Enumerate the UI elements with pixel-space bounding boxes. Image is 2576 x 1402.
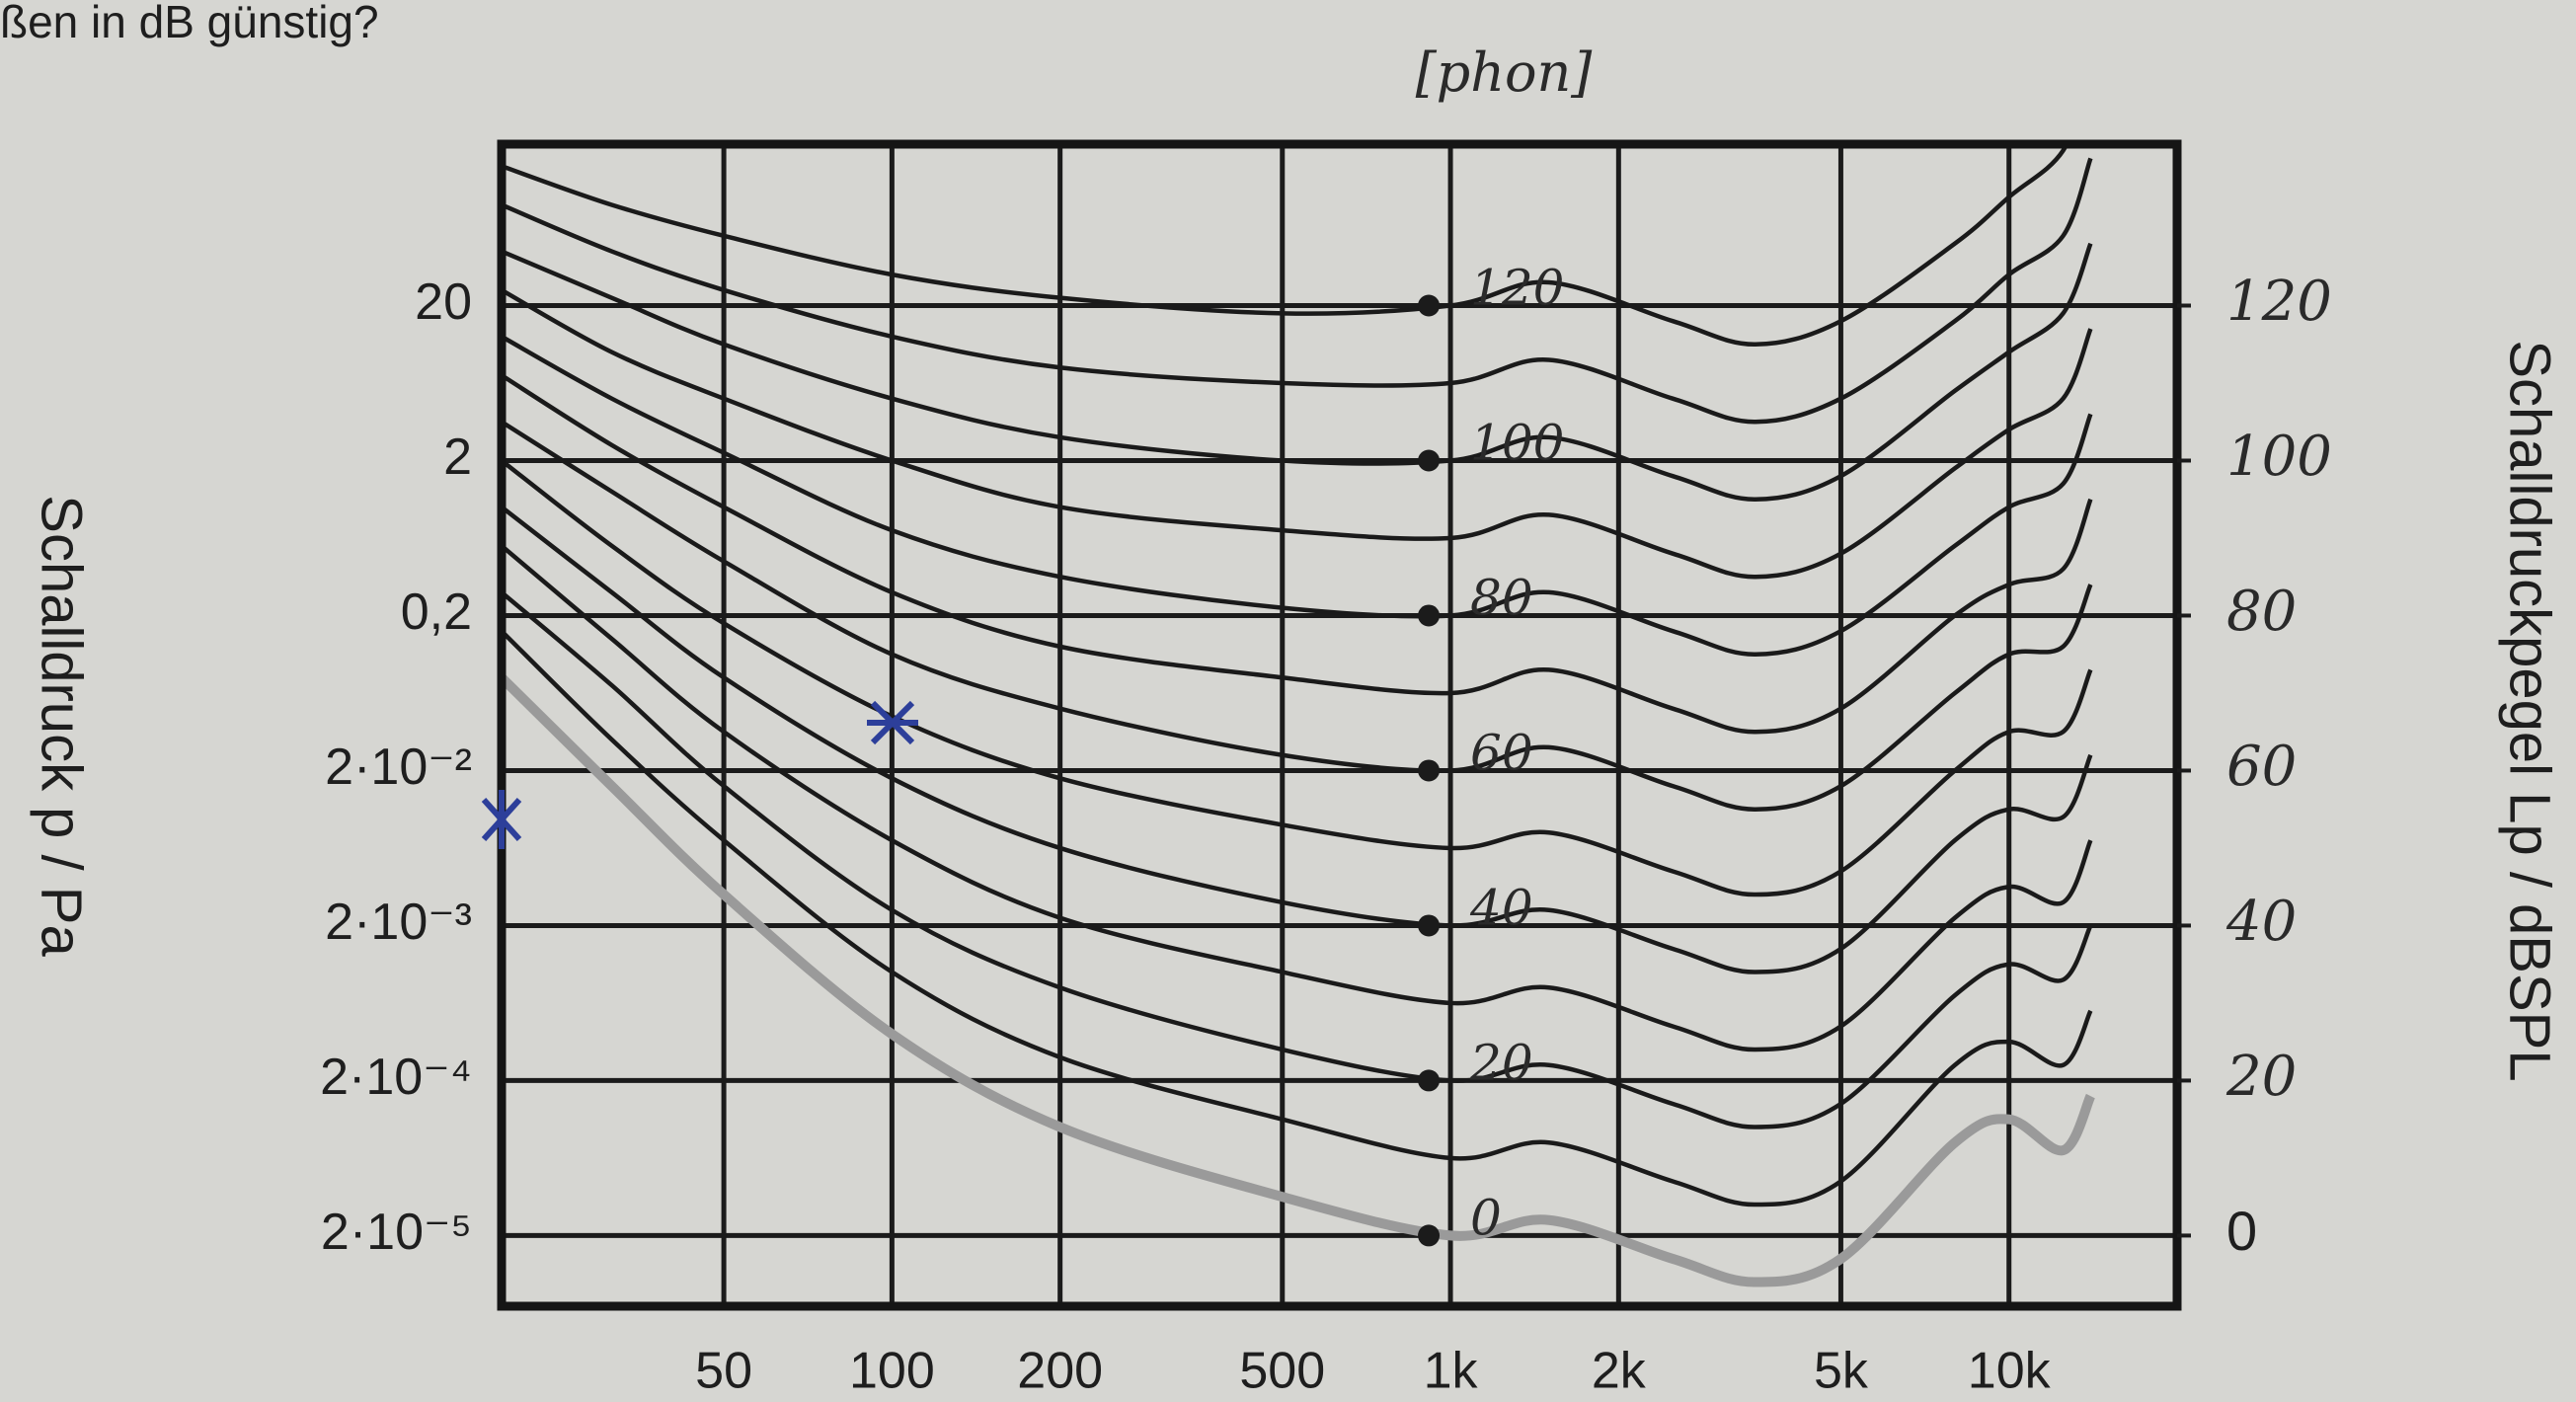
x-tick-label: 5k xyxy=(1814,1343,1869,1400)
y2-axis-title: Schalldruckpegel Lp / dBSPL xyxy=(2498,340,2562,1081)
reference-dot xyxy=(1418,294,1441,317)
loudness-curve xyxy=(502,673,2095,1287)
unit-annotation: [phon] xyxy=(1416,41,1594,104)
loudness-curve xyxy=(502,157,2093,425)
x-tick-label: 2k xyxy=(1592,1343,1647,1400)
handwritten-marks xyxy=(481,700,918,849)
x-tick-label: 100 xyxy=(849,1343,935,1400)
reference-dot xyxy=(1418,1224,1441,1247)
reference-dot xyxy=(1418,914,1441,937)
curve-label: 40 xyxy=(1469,879,1533,936)
loudness-curve xyxy=(502,629,2093,1207)
loudness-curve xyxy=(502,505,2093,974)
grid xyxy=(502,144,2177,1306)
reference-dot xyxy=(1418,604,1441,627)
loudness-curve xyxy=(502,144,2069,347)
y2-tick-label: 80 xyxy=(2226,580,2297,644)
y-tick-label: 20 xyxy=(415,273,472,331)
curve-label: 0 xyxy=(1470,1189,1502,1246)
loudness-curve xyxy=(502,544,2093,1052)
curve-label: 20 xyxy=(1469,1034,1533,1091)
x-tick-label: 50 xyxy=(695,1343,752,1400)
y2-tick-label: 120 xyxy=(2226,270,2332,334)
loudness-curve xyxy=(502,373,2093,735)
y2-tick-label: 60 xyxy=(2226,735,2297,799)
reference-dot xyxy=(1418,449,1441,472)
loudness-curve xyxy=(502,590,2093,1129)
y-tick-label: 0,2 xyxy=(401,584,472,641)
reference-dot xyxy=(1418,1069,1441,1092)
curve-label: 100 xyxy=(1470,414,1564,471)
page-title: ßen in dB günstig? xyxy=(0,0,379,47)
curves xyxy=(502,144,2095,1287)
x-tick-label: 200 xyxy=(1017,1343,1103,1400)
y-tick-label: 2·10⁻² xyxy=(325,739,472,796)
curve-label: 120 xyxy=(1470,260,1564,317)
x-tick-label: 1k xyxy=(1424,1343,1479,1400)
y2-tick-label: 100 xyxy=(2226,425,2332,489)
y-axis-title: Schalldruck p / Pa xyxy=(30,495,94,957)
loudness-curve xyxy=(502,242,2093,502)
y-tick-label: 2·10⁻³ xyxy=(325,894,472,951)
y2-tick-label: 20 xyxy=(2225,1045,2297,1109)
reference-dot xyxy=(1418,759,1441,782)
curve-label: 80 xyxy=(1470,569,1533,626)
y-tick-label: 2·10⁻⁵ xyxy=(321,1204,472,1261)
plot-frame xyxy=(497,139,2182,1311)
curve-label: 60 xyxy=(1470,724,1533,781)
loudness-curve xyxy=(502,458,2093,897)
x-tick-label: 500 xyxy=(1239,1343,1325,1400)
loudness-curve xyxy=(502,287,2093,580)
loudness-curve xyxy=(502,420,2093,812)
y2-tick-label: 40 xyxy=(2225,890,2297,954)
loudness-curve xyxy=(502,334,2093,657)
y-tick-label: 2·10⁻⁴ xyxy=(320,1049,472,1106)
y2-tick-label: 0 xyxy=(2226,1200,2257,1262)
y-tick-label: 2 xyxy=(443,428,472,486)
x-tick-label: 10k xyxy=(1968,1343,2052,1400)
